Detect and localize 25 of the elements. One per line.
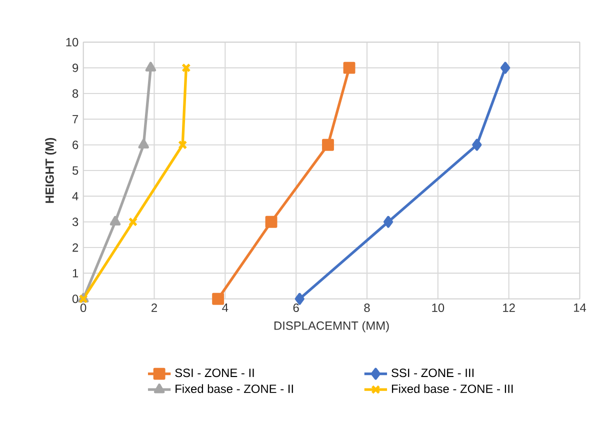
x-tick-label: 2 bbox=[152, 304, 157, 312]
y-tick-label: 3 bbox=[72, 218, 78, 226]
legend-label: SSI - ZONE - III bbox=[392, 368, 474, 378]
y-tick-label: 8 bbox=[72, 89, 78, 98]
y-tick-label: 10 bbox=[66, 38, 78, 46]
y-tick-label: 5 bbox=[72, 166, 78, 175]
x-tick-label: 10 bbox=[432, 304, 444, 312]
legend-label: Fixed base - ZONE - III bbox=[392, 384, 513, 394]
y-tick-label: 1 bbox=[72, 269, 78, 278]
x-tick-label: 14 bbox=[574, 304, 586, 312]
x-axis-title: DISPLACEMNT (MM) bbox=[274, 321, 389, 332]
x-tick-label: 12 bbox=[503, 304, 515, 312]
y-tick-label: 0 bbox=[72, 294, 78, 304]
legend-label: SSI - ZONE - II bbox=[175, 368, 254, 378]
x-tick-label: 6 bbox=[293, 304, 299, 312]
x-tick-label: 8 bbox=[364, 304, 370, 312]
y-axis-title: HEIGHT (M) bbox=[45, 138, 56, 203]
x-tick-label: 4 bbox=[222, 304, 228, 312]
y-tick-label: 9 bbox=[72, 64, 78, 72]
y-tick-label: 6 bbox=[72, 140, 78, 150]
y-tick-label: 7 bbox=[72, 115, 78, 124]
y-tick-label: 2 bbox=[72, 243, 78, 252]
legend-label: Fixed base - ZONE - II bbox=[176, 384, 293, 394]
x-tick-label: 0 bbox=[80, 304, 86, 312]
y-tick-label: 4 bbox=[72, 192, 78, 200]
